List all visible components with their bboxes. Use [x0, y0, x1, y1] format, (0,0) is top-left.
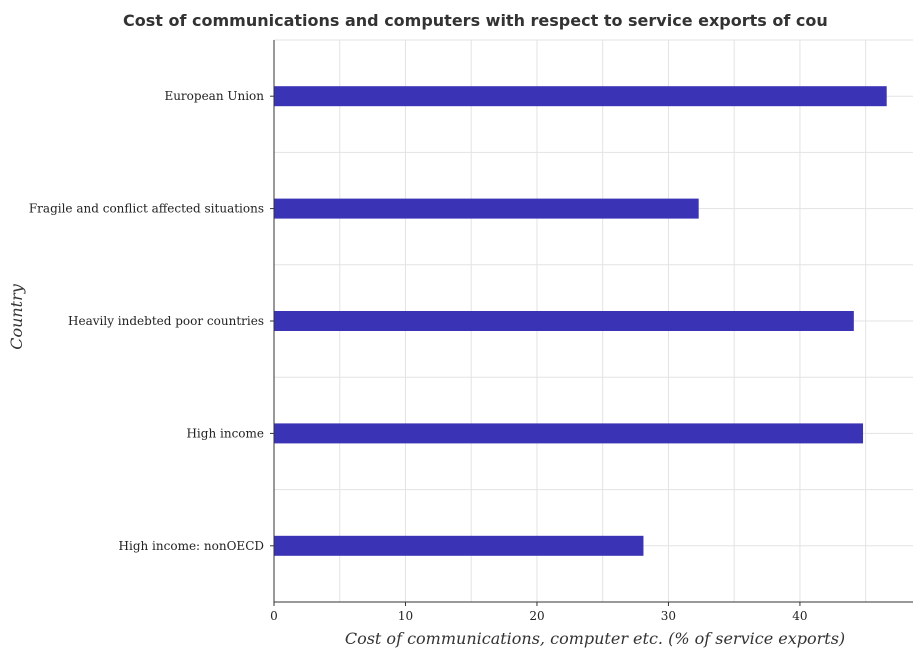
tick-labels: European Union Fragile and conflict affec…	[29, 89, 808, 623]
bar-high-income	[274, 423, 864, 444]
x-tick-label: 0	[270, 609, 278, 623]
bar-fragile-and-conflict-affected-situations	[274, 198, 699, 219]
x-tick-label: 30	[661, 609, 676, 623]
bar-heavily-indebted-poor-countries	[274, 311, 854, 331]
bar-european-union	[274, 86, 887, 107]
x-tick-label: 20	[529, 609, 544, 623]
y-tick-label: European Union	[164, 89, 264, 103]
y-tick-label: High income	[186, 426, 264, 440]
chart-title: Cost of communications and computers wit…	[123, 11, 828, 30]
y-tick-label: Heavily indebted poor countries	[68, 314, 264, 328]
x-axis-label: Cost of communications, computer etc. (%…	[345, 629, 845, 648]
x-tick-label: 10	[398, 609, 413, 623]
axes	[270, 40, 913, 606]
bar-high-income-nonoecd	[274, 535, 644, 556]
y-tick-label: High income: nonOECD	[119, 539, 264, 553]
y-axis-label: Country	[7, 283, 26, 350]
y-tick-label: Fragile and conflict affected situations	[29, 202, 264, 216]
x-tick-label: 40	[792, 609, 807, 623]
bars	[274, 86, 887, 556]
